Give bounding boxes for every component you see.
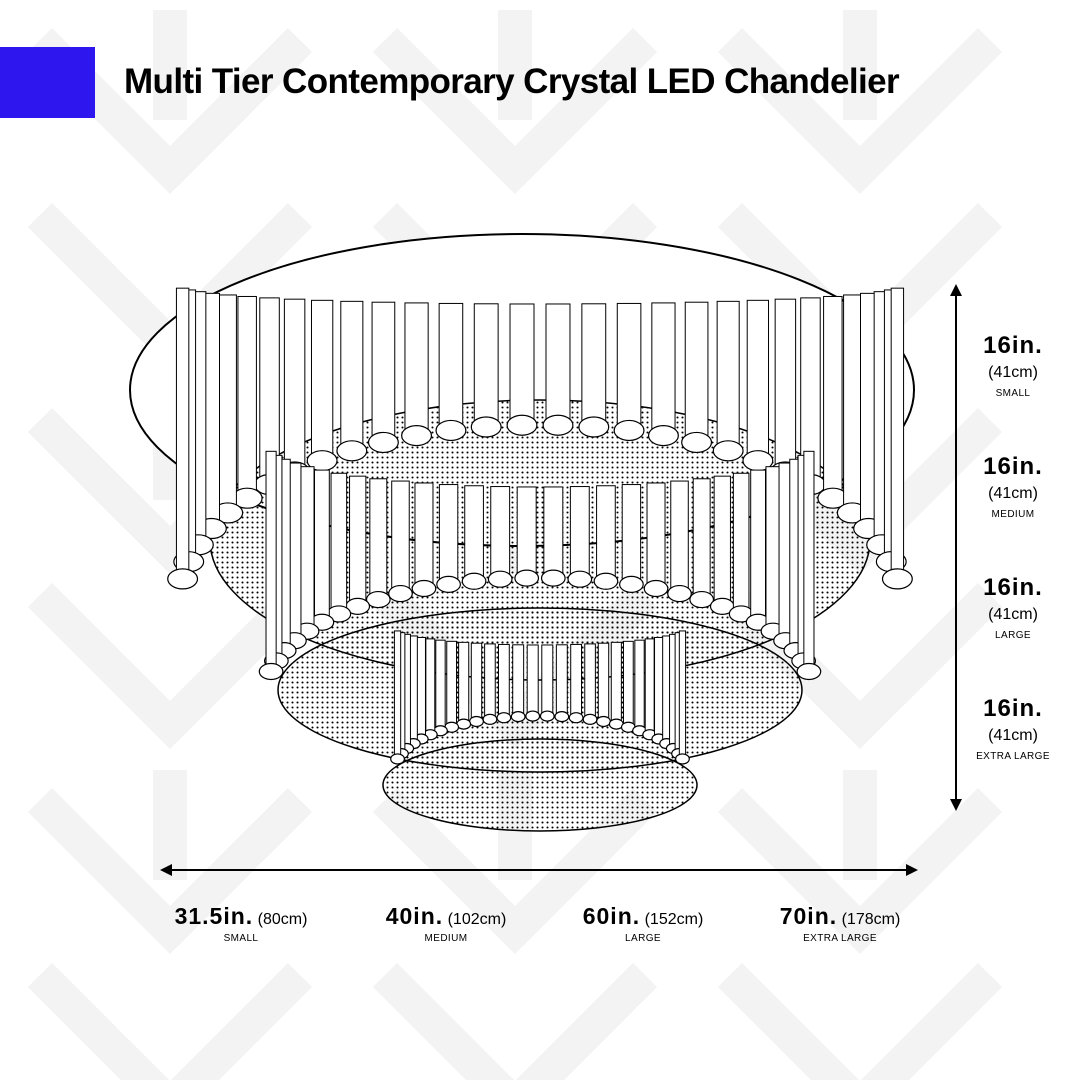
- size-label: SMALL: [223, 933, 259, 944]
- brand-accent-block: [0, 47, 95, 118]
- width-imperial: 60in.: [582, 903, 641, 929]
- size-label: LARGE: [625, 933, 661, 944]
- size-label: EXTRA LARGE: [803, 933, 877, 944]
- chandelier-illustration: [129, 233, 915, 832]
- height-dimension-extra-large: 16in. (41cm) EXTRA LARGE: [958, 695, 1068, 762]
- height-imperial: 16in.: [983, 574, 1043, 601]
- width-metric: (80cm): [257, 911, 308, 928]
- height-metric: (41cm): [988, 364, 1038, 381]
- size-label: SMALL: [995, 388, 1031, 399]
- width-metric: (178cm): [841, 911, 901, 928]
- width-imperial: 70in.: [779, 903, 838, 929]
- height-dimension-small: 16in. (41cm) SMALL: [958, 332, 1068, 399]
- height-imperial: 16in.: [983, 332, 1043, 359]
- width-dimension-large: 60in. (152cm) LARGE: [548, 903, 738, 945]
- chevron-motif: [27, 770, 313, 1080]
- size-label: LARGE: [995, 630, 1031, 641]
- height-metric: (41cm): [988, 485, 1038, 502]
- height-imperial: 16in.: [983, 695, 1043, 722]
- height-metric: (41cm): [988, 606, 1038, 623]
- size-label: EXTRA LARGE: [976, 751, 1050, 762]
- chevron-motif: [717, 770, 1003, 1080]
- size-label: MEDIUM: [991, 509, 1035, 520]
- width-arrow-icon: [160, 864, 918, 876]
- size-label: MEDIUM: [424, 933, 468, 944]
- product-title: Multi Tier Contemporary Crystal LED Chan…: [124, 62, 900, 101]
- height-imperial: 16in.: [983, 453, 1043, 480]
- height-arrow-icon: [950, 284, 962, 811]
- height-dimension-large: 16in. (41cm) LARGE: [958, 574, 1068, 641]
- width-imperial: 31.5in.: [174, 903, 254, 929]
- width-dimension-extra-large: 70in. (178cm) EXTRA LARGE: [745, 903, 935, 945]
- width-dimension-medium: 40in. (102cm) MEDIUM: [351, 903, 541, 945]
- width-dimension-small: 31.5in. (80cm) SMALL: [146, 903, 336, 945]
- width-imperial: 40in.: [385, 903, 444, 929]
- height-metric: (41cm): [988, 727, 1038, 744]
- tier-bottom: [382, 630, 698, 832]
- height-dimension-medium: 16in. (41cm) MEDIUM: [958, 453, 1068, 520]
- width-metric: (102cm): [447, 911, 507, 928]
- width-metric: (152cm): [644, 911, 704, 928]
